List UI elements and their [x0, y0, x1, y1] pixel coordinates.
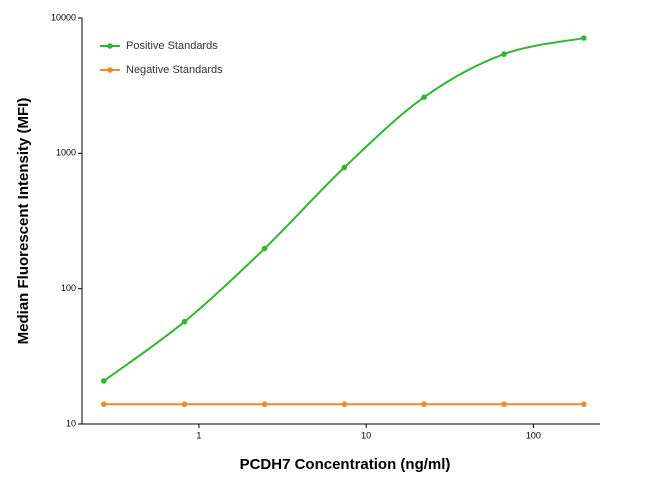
data-point	[580, 35, 587, 41]
data-point	[501, 51, 507, 57]
legend-label: Positive Standards	[126, 40, 218, 52]
y-tick-label: 1000	[56, 148, 76, 158]
data-point	[261, 401, 268, 408]
data-point	[261, 245, 268, 252]
y-tick-label: 100	[61, 283, 76, 293]
y-axis-label: Median Fluorescent Intensity (MFI)	[15, 98, 32, 345]
data-point	[341, 401, 348, 408]
x-tick-label: 1	[196, 430, 201, 440]
y-tick-label: 10	[66, 418, 76, 428]
data-point	[181, 401, 188, 408]
data-point	[181, 318, 188, 325]
legend-marker	[107, 43, 113, 49]
data-point	[580, 401, 587, 408]
legend-label: Negative Standards	[126, 64, 223, 76]
x-tick-label: 100	[526, 430, 541, 440]
x-tick-label: 10	[361, 430, 371, 440]
legend-marker	[107, 67, 113, 73]
data-point	[421, 94, 427, 100]
data-point	[501, 401, 507, 408]
data-point	[101, 401, 107, 408]
y-tick-label: 10000	[51, 12, 76, 22]
x-axis-label: PCDH7 Concentration (ng/ml)	[240, 456, 451, 473]
data-point	[421, 401, 427, 408]
series-line	[103, 37, 584, 382]
data-point	[101, 378, 107, 384]
data-point	[341, 164, 348, 171]
